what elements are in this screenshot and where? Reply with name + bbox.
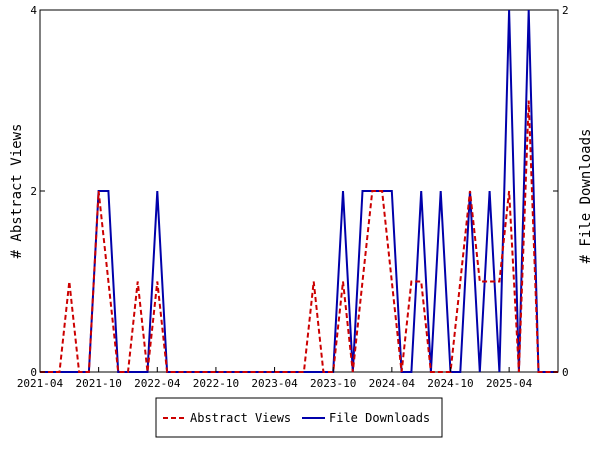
legend-box	[155, 397, 443, 438]
x-tick-label: 2021-04	[17, 377, 64, 390]
axes: 2021-04 2021-10 2022-04 2022-10 2023-04 2023-…	[17, 4, 569, 390]
x-tick-label: 2023-04	[251, 377, 298, 390]
y-right-tick-label: 2	[562, 4, 569, 17]
y-left-tick-label: 2	[30, 185, 37, 198]
x-tick-label: 2022-04	[134, 377, 181, 390]
x-tick-label: 2023-10	[310, 377, 356, 390]
legend-label: Abstract Views	[190, 411, 291, 425]
series-lines	[40, 9, 558, 373]
plot-frame	[39, 9, 559, 373]
y-axis-left-title: # Abstract Views	[9, 124, 25, 259]
legend-label: File Downloads	[329, 411, 430, 425]
y-left-tick-label: 4	[30, 4, 37, 17]
plot-area	[39, 9, 559, 373]
series-line-file-downloads	[40, 9, 558, 373]
y-right-tick-label: 0	[562, 366, 569, 379]
series-line-abstract-views	[40, 100, 558, 373]
x-tick-label: 2024-10	[427, 377, 473, 390]
y-left-tick-label: 0	[30, 366, 37, 379]
x-tick-label: 2022-10	[193, 377, 239, 390]
y-axis-right-title: # File Downloads	[578, 129, 594, 264]
legend: Abstract Views File Downloads	[155, 397, 443, 438]
x-tick-label: 2024-04	[369, 377, 416, 390]
x-tick-label: 2021-10	[75, 377, 121, 390]
x-tick-label: 2025-04	[486, 377, 533, 390]
